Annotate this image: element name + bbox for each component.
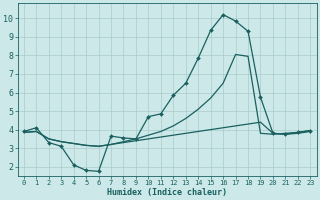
X-axis label: Humidex (Indice chaleur): Humidex (Indice chaleur) [107,188,227,197]
